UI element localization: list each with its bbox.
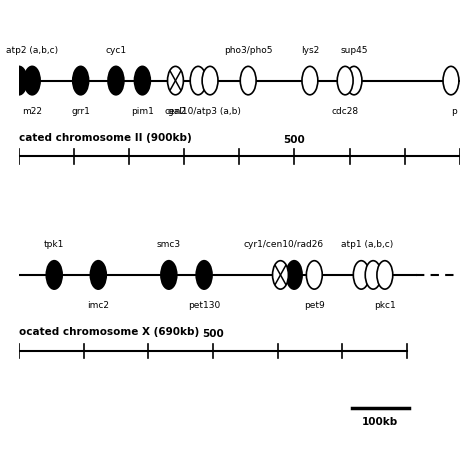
Ellipse shape (365, 261, 381, 289)
Ellipse shape (11, 66, 27, 95)
Text: p: p (451, 107, 457, 116)
Text: cyc1: cyc1 (105, 46, 127, 55)
Text: cyr1/cen10/rad26: cyr1/cen10/rad26 (243, 240, 324, 249)
Ellipse shape (443, 66, 459, 95)
Ellipse shape (167, 66, 183, 95)
Text: m22: m22 (22, 107, 42, 116)
Text: 500: 500 (202, 329, 224, 339)
Text: pim1: pim1 (131, 107, 154, 116)
Text: atp2 (a,b,c): atp2 (a,b,c) (6, 46, 58, 55)
Text: smc3: smc3 (157, 240, 181, 249)
Ellipse shape (337, 66, 353, 95)
Ellipse shape (302, 66, 318, 95)
Ellipse shape (196, 261, 212, 289)
Ellipse shape (190, 66, 206, 95)
Ellipse shape (377, 261, 393, 289)
Text: lys2: lys2 (301, 46, 319, 55)
Text: pkc1: pkc1 (374, 301, 396, 310)
Ellipse shape (91, 261, 106, 289)
Text: pet9: pet9 (304, 301, 325, 310)
Text: 500: 500 (283, 135, 305, 145)
Text: 100kb: 100kb (362, 417, 399, 427)
Text: gal10/atp3 (a,b): gal10/atp3 (a,b) (168, 107, 240, 116)
Text: ocated chromosome X (690kb): ocated chromosome X (690kb) (19, 327, 199, 337)
Text: pet130: pet130 (188, 301, 220, 310)
Ellipse shape (306, 261, 322, 289)
Ellipse shape (202, 66, 218, 95)
Text: cated chromosome II (900kb): cated chromosome II (900kb) (19, 133, 191, 143)
Text: imc2: imc2 (87, 301, 109, 310)
Text: sup45: sup45 (340, 46, 368, 55)
Ellipse shape (108, 66, 124, 95)
Text: cen2: cen2 (164, 107, 186, 116)
Text: cdc28: cdc28 (332, 107, 359, 116)
Ellipse shape (240, 66, 256, 95)
Text: tpk1: tpk1 (44, 240, 64, 249)
Ellipse shape (135, 66, 150, 95)
Ellipse shape (24, 66, 40, 95)
Text: pho3/pho5: pho3/pho5 (224, 46, 273, 55)
Ellipse shape (273, 261, 288, 289)
Ellipse shape (161, 261, 177, 289)
Ellipse shape (286, 261, 302, 289)
Ellipse shape (353, 261, 369, 289)
Ellipse shape (346, 66, 362, 95)
Ellipse shape (46, 261, 62, 289)
Ellipse shape (73, 66, 89, 95)
Text: grr1: grr1 (71, 107, 90, 116)
Text: atp1 (a,b,c): atp1 (a,b,c) (341, 240, 393, 249)
